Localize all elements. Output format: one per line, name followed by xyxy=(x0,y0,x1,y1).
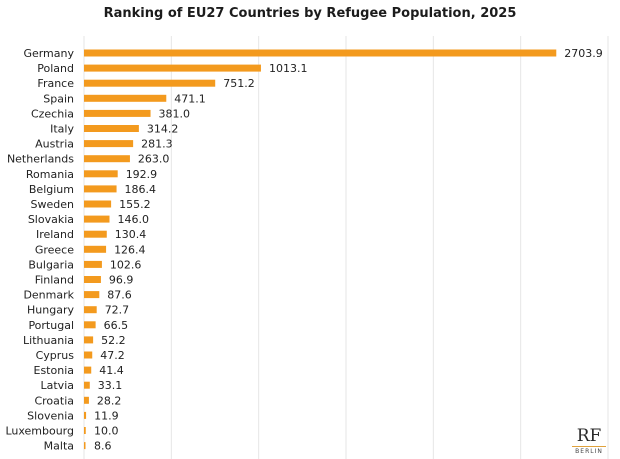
category-label: Sweden xyxy=(31,198,74,211)
value-label: 10.0 xyxy=(94,425,119,438)
category-label: Latvia xyxy=(41,379,75,392)
bar xyxy=(84,366,92,374)
bar xyxy=(84,291,100,299)
value-label: 41.4 xyxy=(99,364,124,377)
bar xyxy=(84,276,101,283)
bar xyxy=(84,321,96,329)
value-label: 192.9 xyxy=(126,168,158,181)
bars xyxy=(84,49,557,450)
bar xyxy=(84,396,89,404)
value-label: 1013.1 xyxy=(269,62,308,75)
category-label: Spain xyxy=(43,92,74,105)
bar xyxy=(84,351,93,359)
category-label: Croatia xyxy=(34,394,74,407)
value-label: 146.0 xyxy=(118,213,150,226)
bar xyxy=(84,427,86,434)
bar xyxy=(84,109,151,117)
value-label: 2703.9 xyxy=(564,47,603,60)
bar xyxy=(84,411,87,419)
value-label: 314.2 xyxy=(147,123,179,136)
value-label: 126.4 xyxy=(114,243,146,256)
bar xyxy=(84,125,139,132)
value-label: 471.1 xyxy=(174,92,206,105)
category-label: Slovenia xyxy=(27,409,74,422)
category-label: Ireland xyxy=(36,228,74,241)
value-label: 186.4 xyxy=(125,183,156,196)
value-label: 751.2 xyxy=(223,77,255,90)
category-label: Austria xyxy=(35,138,74,151)
bar xyxy=(84,260,102,268)
value-label: 28.2 xyxy=(97,394,122,407)
category-label: Romania xyxy=(26,168,74,181)
value-label: 381.0 xyxy=(159,107,191,120)
category-label: Malta xyxy=(44,440,74,453)
category-label: Denmark xyxy=(23,289,74,302)
category-label: Lithuania xyxy=(23,334,74,347)
value-label: 52.2 xyxy=(101,334,126,347)
bar xyxy=(84,49,557,57)
bar xyxy=(84,245,107,253)
rf-berlin-logo: RF BERLIN xyxy=(572,428,606,455)
category-label: Portugal xyxy=(28,319,74,332)
category-label: Belgium xyxy=(29,183,74,196)
category-label: Slovakia xyxy=(28,213,74,226)
value-label: 155.2 xyxy=(119,198,151,211)
category-label: Hungary xyxy=(27,304,74,317)
value-label: 11.9 xyxy=(94,409,119,422)
category-label: Czechia xyxy=(31,107,74,120)
chart-title: Ranking of EU27 Countries by Refugee Pop… xyxy=(103,6,517,21)
category-label: Cyprus xyxy=(36,349,75,362)
value-label: 263.0 xyxy=(138,153,170,166)
bar xyxy=(84,94,167,102)
bar xyxy=(84,155,130,163)
value-label: 66.5 xyxy=(104,319,128,332)
value-label: 8.6 xyxy=(94,440,112,453)
category-label: France xyxy=(37,77,74,90)
bar xyxy=(84,215,110,223)
category-label: Greece xyxy=(35,243,74,256)
value-label: 281.3 xyxy=(141,138,173,151)
bar xyxy=(84,64,261,72)
bar xyxy=(84,140,134,148)
labels: Germany 2703.9 Poland 1013.1 France 751.2 Spai… xyxy=(5,47,602,453)
value-label: 72.7 xyxy=(105,304,130,317)
logo-sub: BERLIN xyxy=(575,448,603,455)
category-label: Estonia xyxy=(34,364,75,377)
bar xyxy=(84,442,86,450)
value-label: 87.6 xyxy=(107,289,132,302)
bar xyxy=(84,306,97,314)
category-label: Poland xyxy=(37,62,74,75)
category-label: Netherlands xyxy=(7,153,74,166)
category-label: Bulgaria xyxy=(28,258,74,271)
category-label: Germany xyxy=(23,47,74,60)
bar xyxy=(84,336,94,344)
category-label: Finland xyxy=(35,274,74,287)
bar xyxy=(84,381,90,389)
bar xyxy=(84,185,117,193)
category-label: Italy xyxy=(50,123,74,136)
value-label: 96.9 xyxy=(109,274,134,287)
value-label: 33.1 xyxy=(98,379,123,392)
value-label: 102.6 xyxy=(110,258,142,271)
bar xyxy=(84,79,216,87)
bar xyxy=(84,230,107,238)
category-label: Luxembourg xyxy=(5,425,74,438)
value-label: 130.4 xyxy=(115,228,147,241)
bar xyxy=(84,200,112,208)
logo-mark: RF xyxy=(572,428,606,447)
bar xyxy=(84,170,118,178)
value-label: 47.2 xyxy=(100,349,125,362)
